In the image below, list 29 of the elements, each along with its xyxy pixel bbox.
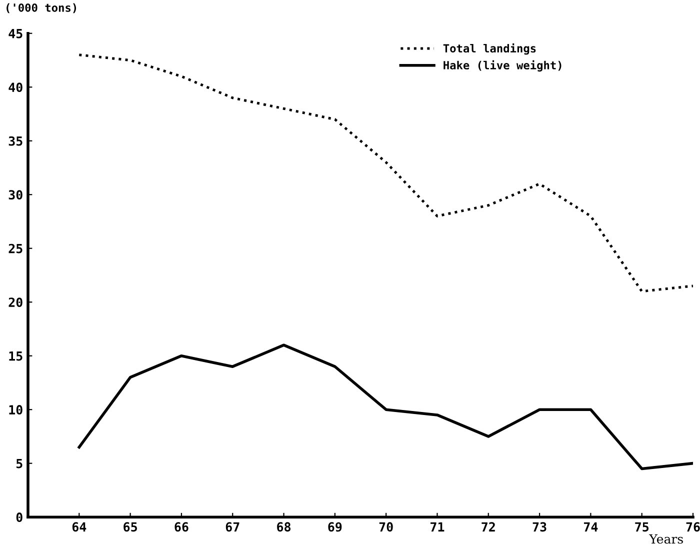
line-series bbox=[78, 54, 693, 293]
x-tick-label: 72 bbox=[482, 522, 495, 532]
legend-label: Total landings bbox=[443, 43, 536, 55]
y-tick-label: 20 bbox=[8, 298, 22, 308]
x-tick-label: 70 bbox=[379, 522, 393, 532]
x-tick-label: 73 bbox=[532, 522, 546, 532]
x-tick-label: 76 bbox=[686, 522, 700, 532]
y-tick-label: 30 bbox=[8, 190, 22, 200]
y-tick-label: 0 bbox=[16, 512, 22, 522]
x-tick-label: 74 bbox=[584, 522, 598, 532]
x-tick-label: 71 bbox=[430, 522, 444, 532]
y-tick-label: 45 bbox=[8, 28, 22, 38]
y-tick-label: 10 bbox=[9, 405, 22, 415]
x-tick-label: 67 bbox=[226, 522, 240, 532]
y-tick-label: 35 bbox=[8, 136, 22, 146]
y-tick-label: 25 bbox=[8, 244, 22, 254]
y-tick-label: 40 bbox=[8, 82, 22, 92]
x-tick-label: 66 bbox=[174, 522, 188, 532]
y-tick-label: 5 bbox=[16, 458, 22, 468]
y-tick-label: 15 bbox=[9, 351, 22, 361]
legend-label: Hake (live weight) bbox=[444, 60, 562, 72]
x-tick-label: 64 bbox=[72, 522, 86, 532]
x-tick-label: 69 bbox=[328, 522, 342, 532]
x-tick-label: 68 bbox=[277, 522, 291, 532]
x-tick-label: 75 bbox=[635, 522, 649, 532]
line-series bbox=[78, 344, 693, 470]
x-tick-label: 65 bbox=[124, 522, 137, 532]
y-axis-title: ('000 tons) bbox=[6, 3, 76, 14]
x-axis-title: Years bbox=[649, 534, 683, 544]
